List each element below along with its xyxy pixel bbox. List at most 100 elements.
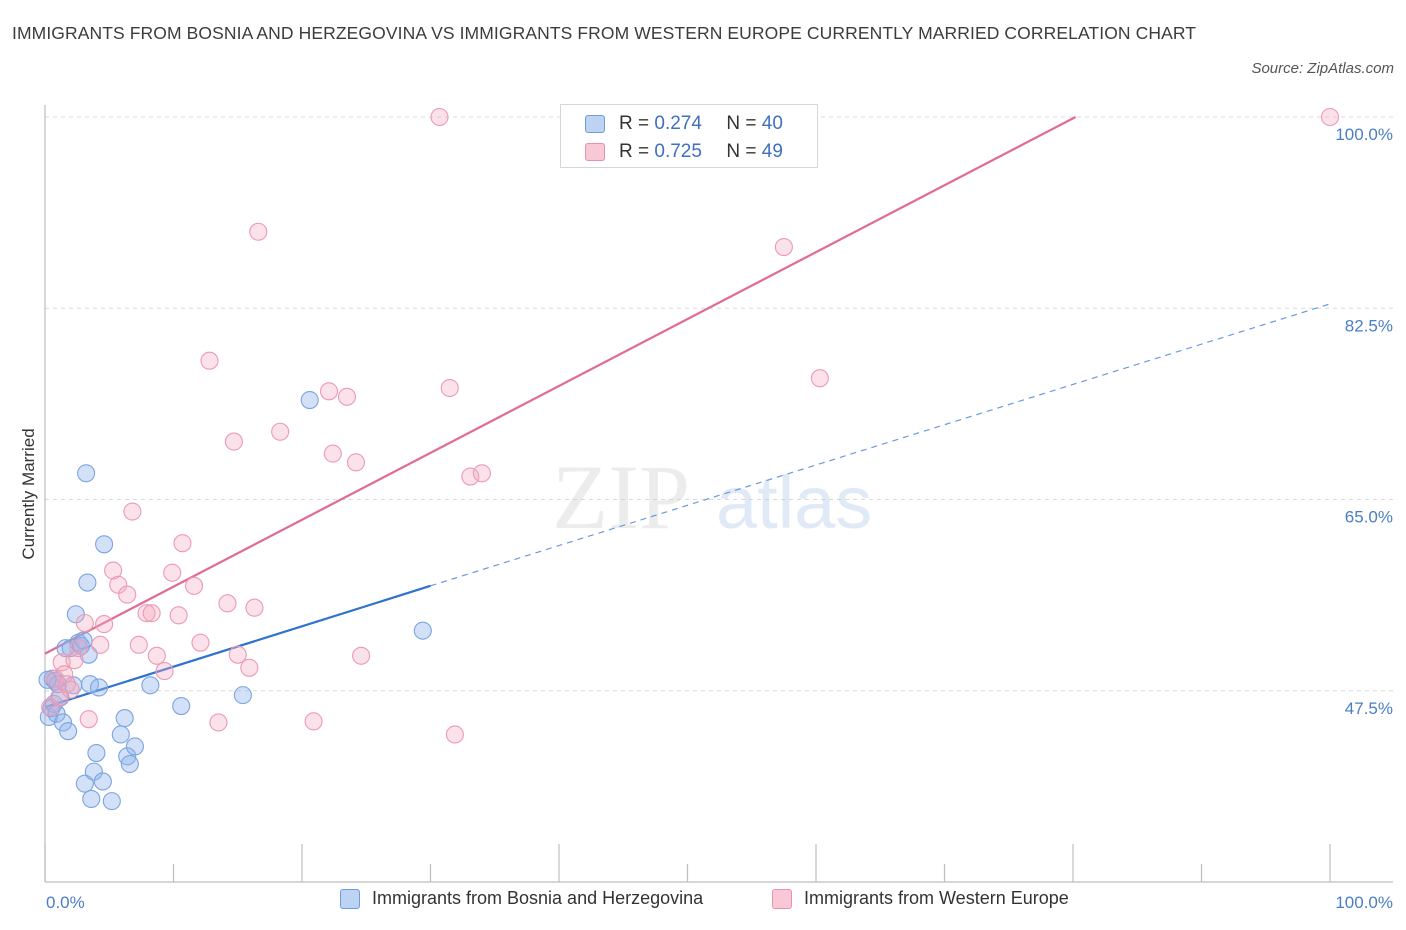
point-bosnia — [84, 762, 103, 781]
y-tick-label: 82.5% — [1345, 316, 1393, 335]
point-western-europe — [163, 563, 182, 582]
point-western-europe — [209, 713, 228, 732]
y-tick-label: 100.0% — [1335, 125, 1393, 144]
point-western-europe — [91, 635, 110, 654]
series-legend-blue: Immigrants from Bosnia and Herzegovina — [340, 888, 703, 909]
y-tick-label: 47.5% — [1345, 699, 1393, 718]
point-western-europe — [319, 382, 339, 401]
point-western-europe — [109, 575, 128, 594]
data-points — [38, 107, 1340, 811]
point-western-europe — [41, 698, 60, 717]
point-bosnia — [77, 464, 96, 483]
axis-labels: 47.5% 65.0% 82.5% 100.0% 0.0% 100.0% Currently… — [19, 125, 1393, 912]
point-western-europe — [169, 606, 188, 625]
point-bosnia — [82, 789, 101, 808]
point-western-europe — [323, 444, 342, 463]
point-bosnia — [93, 772, 112, 791]
point-western-europe — [224, 432, 243, 451]
legend-blue-r-value: 0.274 — [654, 113, 702, 134]
correlation-legend: R = 0.274 N = 40 R = 0.725 N = 49 — [560, 104, 818, 168]
point-bosnia — [172, 696, 191, 716]
series-blue-swatch — [340, 888, 360, 909]
point-western-europe — [137, 604, 156, 623]
legend-row-blue: R = 0.274 N = 40 — [585, 110, 783, 138]
point-western-europe — [147, 646, 166, 665]
legend-pink-n-label: N = — [726, 141, 757, 162]
point-western-europe — [79, 710, 98, 729]
point-western-europe — [774, 238, 793, 257]
legend-blue-n-label: N = — [726, 113, 757, 134]
point-western-europe — [346, 453, 366, 472]
y-tick-label: 65.0% — [1345, 508, 1393, 527]
point-western-europe — [69, 639, 88, 658]
point-bosnia — [300, 390, 319, 410]
point-bosnia — [95, 535, 114, 554]
point-western-europe — [118, 585, 137, 604]
point-bosnia — [115, 709, 134, 728]
point-western-europe — [472, 464, 491, 483]
x-tick-label-min: 0.0% — [46, 893, 85, 912]
legend-blue-r-label: R = — [619, 113, 650, 134]
point-western-europe — [104, 561, 123, 580]
point-western-europe — [173, 534, 192, 553]
series-pink-swatch — [772, 888, 792, 909]
watermark: ZIP atlas — [552, 446, 872, 548]
point-western-europe — [352, 646, 371, 665]
series-legend-pink: Immigrants from Western Europe — [772, 888, 1069, 909]
point-bosnia — [38, 670, 57, 689]
watermark-atlas: atlas — [716, 461, 872, 544]
point-bosnia — [413, 621, 432, 640]
point-bosnia — [125, 737, 144, 756]
legend-pink-r-value: 0.725 — [654, 141, 702, 162]
legend-blue-n-value: 40 — [761, 113, 783, 134]
axes — [44, 105, 1393, 883]
blue-swatch — [585, 115, 605, 133]
legend-row-pink: R = 0.725 N = 49 — [585, 138, 783, 166]
point-western-europe — [61, 680, 80, 699]
point-western-europe — [228, 645, 247, 664]
point-bosnia — [233, 686, 252, 705]
point-western-europe — [810, 369, 829, 388]
series-blue-label: Immigrants from Bosnia and Herzegovina — [372, 888, 704, 908]
point-western-europe — [461, 467, 480, 486]
trend-line-western-europe — [44, 116, 1077, 655]
point-bosnia — [78, 573, 97, 592]
point-western-europe — [65, 651, 84, 670]
point-bosnia — [111, 725, 130, 744]
point-bosnia — [53, 713, 73, 732]
point-western-europe — [142, 604, 161, 623]
trend-lines — [44, 116, 1331, 709]
point-western-europe — [200, 351, 219, 370]
point-western-europe — [245, 598, 264, 617]
point-western-europe — [1320, 107, 1340, 127]
legend-pink-r-label: R = — [619, 141, 650, 162]
point-western-europe — [445, 725, 464, 744]
point-western-europe — [185, 576, 204, 595]
point-western-europe — [430, 107, 449, 127]
point-western-europe — [129, 635, 148, 654]
point-western-europe — [46, 669, 65, 688]
point-bosnia — [120, 754, 139, 774]
point-bosnia — [87, 743, 106, 763]
point-western-europe — [123, 502, 142, 521]
y-axis-title: Currently Married — [19, 428, 38, 559]
pink-swatch — [585, 143, 605, 161]
point-bosnia — [141, 676, 160, 695]
gridlines — [45, 116, 1393, 692]
point-bosnia — [89, 678, 109, 697]
x-tick-label-max: 100.0% — [1335, 893, 1393, 912]
point-western-europe — [240, 658, 259, 677]
point-western-europe — [218, 594, 237, 613]
point-western-europe — [191, 633, 210, 652]
point-western-europe — [249, 222, 268, 241]
point-western-europe — [155, 662, 174, 681]
point-western-europe — [337, 387, 357, 406]
series-pink-label: Immigrants from Western Europe — [804, 888, 1069, 908]
point-bosnia — [75, 774, 94, 793]
watermark-zip: ZIP — [552, 446, 690, 548]
source-label: Source: ZipAtlas.com — [1251, 60, 1394, 77]
point-western-europe — [271, 422, 290, 441]
point-western-europe — [95, 615, 114, 634]
legend-pink-n-value: 49 — [761, 141, 783, 162]
